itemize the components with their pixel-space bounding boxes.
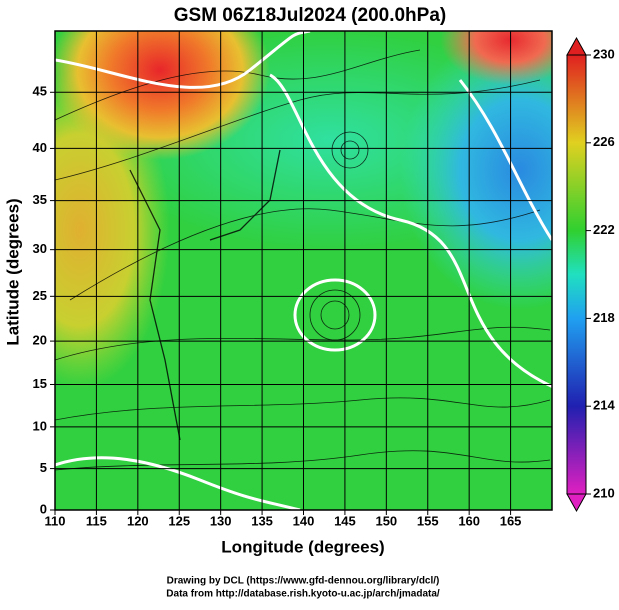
y-tick-label: 25: [33, 288, 47, 303]
colorbar-tick-label: 214: [593, 398, 615, 413]
x-tick-label: 135: [251, 513, 273, 528]
field: [55, 31, 552, 510]
x-tick-label: 150: [375, 513, 397, 528]
y-tick-label: 5: [40, 460, 47, 475]
y-tick-label: 45: [33, 84, 47, 99]
colorbar-tick-label: 230: [593, 46, 615, 61]
colorbar-tick-label: 210: [593, 485, 615, 500]
chart-title: GSM 06Z18Jul2024 (200.0hPa): [174, 5, 446, 26]
y-tick-label: 15: [33, 376, 47, 391]
x-tick-label: 125: [168, 513, 190, 528]
x-tick-label: 160: [458, 513, 480, 528]
colorbar-min-arrow: [566, 493, 587, 513]
colorbar: [566, 54, 587, 495]
x-tick-label: 130: [210, 513, 232, 528]
x-tick-label: 145: [334, 513, 356, 528]
colorbar-tick-label: 218: [593, 310, 615, 325]
y-tick-label: 40: [33, 140, 47, 155]
x-tick-label: 120: [127, 513, 149, 528]
y-tick-label: 0: [40, 501, 47, 516]
x-tick-label: 140: [293, 513, 315, 528]
x-tick-label: 165: [500, 513, 522, 528]
contours: [55, 31, 552, 510]
y-tick-label: 10: [33, 418, 47, 433]
credit: Data from http://database.rish.kyoto-u.a…: [166, 589, 440, 600]
streamlines: [55, 49, 551, 471]
colorbar-tick-label: 222: [593, 222, 615, 237]
y-tick-label: 35: [33, 192, 47, 207]
x-tick-label: 110: [45, 513, 66, 528]
colorbar-tick-label: 226: [593, 134, 615, 149]
y-tick-label: 30: [33, 241, 47, 256]
x-axis-label: Longitude (degrees): [221, 537, 384, 556]
x-tick-label: 155: [417, 513, 439, 528]
y-axis-label: Latitude (degrees): [3, 198, 22, 345]
colorbar-max-arrow: [566, 36, 587, 56]
credit: Drawing by DCL (https://www.gfd-dennou.o…: [167, 576, 440, 587]
y-tick-label: 20: [33, 333, 47, 348]
x-tick-label: 115: [86, 513, 107, 528]
